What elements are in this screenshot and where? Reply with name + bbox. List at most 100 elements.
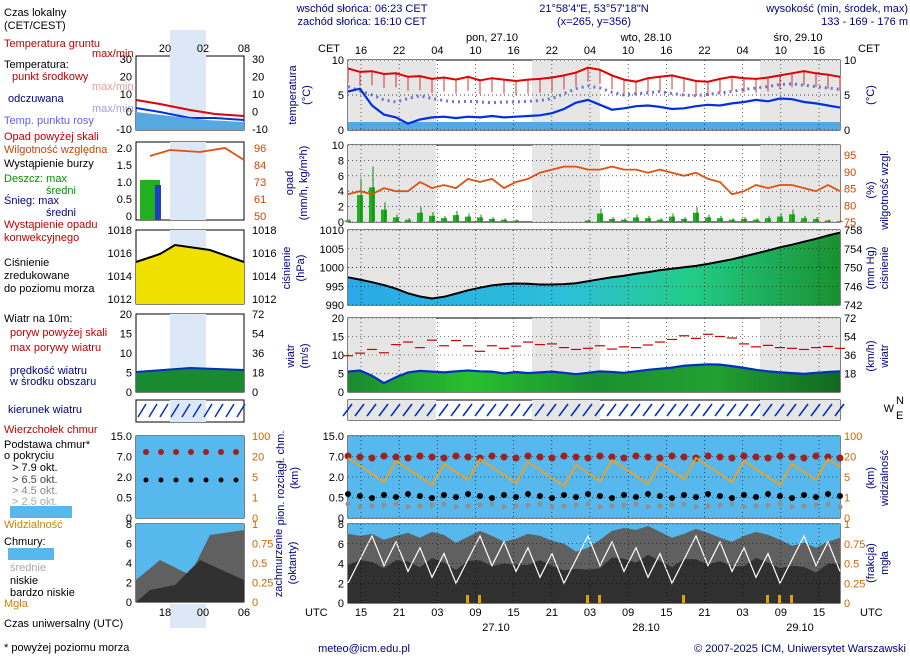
cloud-top-dot xyxy=(740,452,748,460)
precip-bar xyxy=(429,215,435,222)
legend-cloud-base-dot xyxy=(173,477,179,483)
wind-arrow xyxy=(654,403,665,417)
legend-fog-tick: 1 xyxy=(252,519,258,531)
precip-bar xyxy=(345,220,351,222)
precip-bar xyxy=(813,218,819,222)
legend-hum-tick: 96 xyxy=(254,143,266,155)
cloud-base-dot xyxy=(765,491,771,497)
cloud-base-dot xyxy=(489,495,495,501)
pressure-tick-right: 750 xyxy=(844,263,862,275)
precip-bar xyxy=(705,217,711,222)
legend-wind-tick: 10 xyxy=(120,348,132,360)
legend-ground-area xyxy=(136,112,244,130)
cloud-base-dot xyxy=(477,493,483,499)
ground-temp-band xyxy=(348,122,840,130)
cloud-base-dot-low xyxy=(597,504,603,510)
legend-temp-tick: 10 xyxy=(120,89,132,101)
legend-precip-item: Wystąpienie burzy xyxy=(4,158,94,170)
wind-arrow xyxy=(726,403,737,417)
cover-high-line xyxy=(347,534,841,585)
precip-bar xyxy=(801,218,807,222)
cloud-base-dot xyxy=(429,495,435,501)
legend-vis-tick: 1 xyxy=(252,493,258,505)
legend-cloud-top-dot xyxy=(188,449,194,455)
cloud-base-dot xyxy=(621,492,627,498)
cloud-base-dot-low xyxy=(717,502,723,508)
legend-wind-item: max porywy wiatru xyxy=(10,342,101,354)
legend-cover-item: Mgła xyxy=(4,598,29,610)
wind-tick-right: 54 xyxy=(844,332,856,344)
visibility-tick-right: 20 xyxy=(844,452,856,464)
wind-arrow xyxy=(702,403,713,417)
legend-cloud-top-dot xyxy=(233,449,239,455)
hour-bottom-label: 15 xyxy=(813,607,825,619)
legend-pressure-item: do poziomu morza xyxy=(4,283,95,295)
legend-temp-tick: 20 xyxy=(120,72,132,84)
cloud-top-dot xyxy=(428,453,436,461)
legend-fog-tick: 0.25 xyxy=(252,578,273,590)
local-time-label: Czas lokalny xyxy=(4,7,67,19)
legend-temp-tick-r: 10 xyxy=(252,89,264,101)
cloud-base-dot-low xyxy=(477,502,483,508)
cloud-top-dot xyxy=(788,453,796,461)
legend-utc-hour: 00 xyxy=(197,607,209,619)
precip-bar xyxy=(777,216,783,222)
cloud-top-dot xyxy=(776,452,784,460)
precip-bar xyxy=(453,215,459,222)
temp-mid-line xyxy=(347,66,841,83)
cloud-top-dot xyxy=(728,454,736,462)
legend-temp-item: Temp. punktu rosy xyxy=(4,115,94,127)
legend-fog-tick: 0 xyxy=(252,597,258,609)
cloud-base-dot xyxy=(537,493,543,499)
legend-wind-arrow xyxy=(148,403,158,418)
fog-bar xyxy=(682,595,685,603)
legend-day-band-top xyxy=(170,30,206,56)
legend-pressure-area xyxy=(136,245,244,304)
legend-cloud-top-dot xyxy=(203,449,209,455)
hour-bottom-label: 09 xyxy=(469,607,481,619)
wind-arrow xyxy=(822,403,833,417)
cloud-base-dot xyxy=(561,492,567,498)
legend-cover-tick: 4 xyxy=(126,558,132,570)
cloud-top-dot xyxy=(536,453,544,461)
cloud-base-dot-low xyxy=(453,504,459,510)
cloud-base-dot-low xyxy=(729,501,735,507)
legend-cloud-top-dot xyxy=(173,449,179,455)
wind-tick-left: 15 xyxy=(332,332,344,344)
hour-bottom-label: 09 xyxy=(622,607,634,619)
legend-day-band-bottom xyxy=(170,604,206,628)
coordinates-text: 21°58'4"E, 53°57'18"N xyxy=(539,3,649,15)
legend-wind-tick: 15 xyxy=(120,329,132,341)
legend-temp-tick-r: 20 xyxy=(252,72,264,84)
cloud-base-dot xyxy=(693,494,699,500)
legend-fog-tick: 0.75 xyxy=(252,539,273,551)
legend-cloud-item: Podstawa chmur* xyxy=(4,439,91,451)
legend-cloud-item: > 2.5 okt. xyxy=(12,496,58,508)
cloud-base-dot xyxy=(549,495,555,501)
cloud-base-dot-low xyxy=(621,502,627,508)
legend-wind-tick: 0 xyxy=(126,387,132,399)
cloud-base-dot xyxy=(393,494,399,500)
legend-local-hour: 08 xyxy=(238,43,250,55)
legend-pressure-tick-r: 1014 xyxy=(252,271,276,283)
precip-bar xyxy=(489,218,495,222)
cloud-base-dot-low xyxy=(393,501,399,507)
cloud-base-dot xyxy=(525,491,531,497)
cloud-top-dot xyxy=(380,452,388,460)
precip-bar xyxy=(789,214,795,222)
pressure-tick-left: 1005 xyxy=(320,244,344,256)
legend-wind-tick-r: 72 xyxy=(252,309,264,321)
cloud-top-dot xyxy=(392,453,400,461)
precip-bar xyxy=(669,216,675,222)
cloud-base-dot xyxy=(753,494,759,500)
legend-wind-arrow xyxy=(236,403,246,418)
hour-bottom-label: 15 xyxy=(355,607,367,619)
humidity-tick-right: 95 xyxy=(844,150,856,162)
cloud-top-dot xyxy=(584,454,592,462)
visibility-axis-label: widzialność xyxy=(879,449,891,507)
legend-wind-item: poryw powyżej skali xyxy=(10,327,107,339)
legend-cloud-base-dot xyxy=(203,477,209,483)
legend-day-band xyxy=(170,142,206,220)
legend-wind-item: w środku obszaru xyxy=(9,376,96,388)
